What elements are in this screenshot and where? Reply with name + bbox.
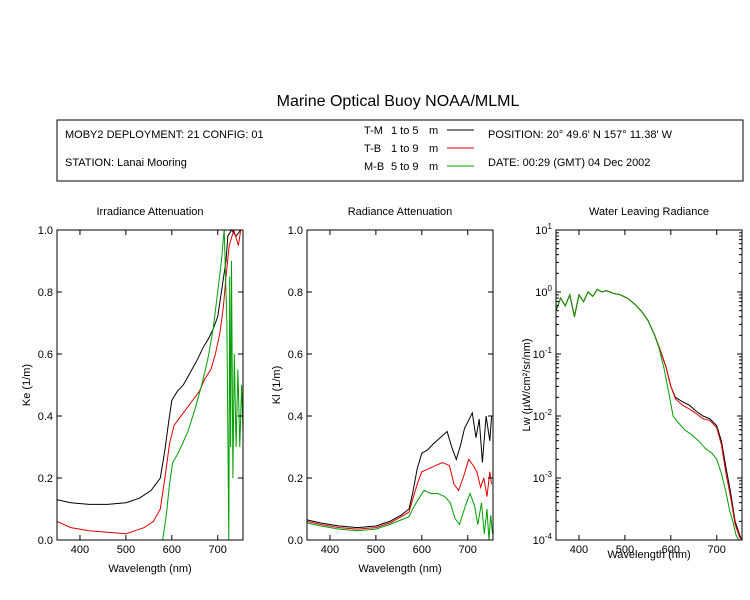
x-tick-label: 700 bbox=[459, 544, 477, 556]
x-tick-label: 600 bbox=[413, 544, 431, 556]
y-tick-label: 101 bbox=[535, 222, 552, 237]
x-tick-label: 500 bbox=[117, 544, 135, 556]
y-axis-label: Ke (1/m) bbox=[21, 364, 33, 406]
legend-code-t-m: T-M bbox=[364, 125, 383, 137]
plot-frame bbox=[306, 229, 494, 541]
x-axis-label: Wavelength (nm) bbox=[607, 549, 690, 561]
chart-panel-2: Radiance Attenuation 400 500 600 700 0.0 0.2 0.… bbox=[271, 206, 494, 575]
legend-code-m-b: M-B bbox=[364, 161, 384, 173]
series-line-t-b bbox=[556, 288, 742, 540]
info-box: MOBY2 DEPLOYMENT: 21 CONFIG: 01 STATION:… bbox=[56, 119, 744, 182]
position-text: POSITION: 20° 49.6' N 157° 11.38' W bbox=[488, 129, 673, 141]
y-tick-label: 100 bbox=[535, 284, 552, 299]
chart-panel-3: Water Leaving Radiance 400 500 600 700 101 100… bbox=[521, 206, 743, 561]
series-line-t-b bbox=[57, 230, 242, 535]
station-text: STATION: Lanai Mooring bbox=[65, 157, 187, 169]
y-tick-label: 10-4 bbox=[533, 532, 553, 547]
legend-unit-t-m: m bbox=[429, 125, 438, 137]
series-line-t-m bbox=[57, 230, 242, 505]
x-tick-label: 700 bbox=[708, 544, 726, 556]
y-tick-label: 10-3 bbox=[533, 470, 553, 485]
chart-panel-1: Irradiance Attenuation 400 500 600 700 0.0 0.2… bbox=[21, 206, 244, 575]
x-axis-label: Wavelength (nm) bbox=[358, 563, 441, 575]
panel-title: Radiance Attenuation bbox=[348, 206, 453, 218]
x-tick-label: 400 bbox=[570, 544, 588, 556]
legend-range-t-m: 1 to 5 bbox=[391, 125, 419, 137]
y-tick-label: 0.6 bbox=[38, 349, 53, 361]
legend-range-t-b: 1 to 9 bbox=[391, 143, 419, 155]
x-tick-label: 700 bbox=[209, 544, 227, 556]
date-text: DATE: 00:29 (GMT) 04 Dec 2002 bbox=[488, 157, 650, 169]
y-tick-label: 1.0 bbox=[288, 225, 303, 237]
y-tick-label: 0.8 bbox=[38, 287, 53, 299]
y-tick-label: 10-1 bbox=[533, 346, 553, 361]
y-tick-label: 0.6 bbox=[288, 349, 303, 361]
series-line-m-b bbox=[162, 230, 243, 540]
legend-unit-m-b: m bbox=[429, 161, 438, 173]
series-line-m-b bbox=[307, 489, 493, 540]
deployment-text: MOBY2 DEPLOYMENT: 21 CONFIG: 01 bbox=[65, 129, 264, 141]
series-line-t-b bbox=[307, 458, 493, 530]
x-tick-label: 600 bbox=[662, 544, 680, 556]
figure-title: Marine Optical Buoy NOAA/MLML bbox=[277, 93, 520, 110]
y-axis-label: Kl (1/m) bbox=[271, 366, 283, 405]
panel-title: Water Leaving Radiance bbox=[589, 206, 709, 218]
chart-panels: Irradiance Attenuation 400 500 600 700 0.0 0.2… bbox=[21, 206, 743, 575]
legend: T-M 1 to 5 m T-B 1 to 9 m M-B 5 to 9 m bbox=[364, 125, 474, 173]
y-tick-label: 0.2 bbox=[38, 473, 53, 485]
plot-frame bbox=[555, 229, 743, 541]
x-axis-label: Wavelength (nm) bbox=[108, 563, 191, 575]
y-tick-label: 0.4 bbox=[288, 411, 303, 423]
series-line-t-m bbox=[307, 411, 493, 529]
x-tick-label: 400 bbox=[71, 544, 89, 556]
y-tick-label: 10-2 bbox=[533, 408, 553, 423]
y-tick-label: 0.0 bbox=[38, 535, 53, 547]
x-tick-label: 600 bbox=[163, 544, 181, 556]
panel-title: Irradiance Attenuation bbox=[96, 206, 203, 218]
y-axis-label: Lw (µW/cm²/sr/nm) bbox=[521, 338, 533, 431]
y-tick-label: 1.0 bbox=[38, 225, 53, 237]
y-tick-label: 0.2 bbox=[288, 473, 303, 485]
y-tick-label: 0.4 bbox=[38, 411, 53, 423]
series-line-m-b bbox=[556, 288, 741, 540]
legend-code-t-b: T-B bbox=[364, 143, 381, 155]
y-tick-label: 0.0 bbox=[288, 535, 303, 547]
legend-range-m-b: 5 to 9 bbox=[391, 161, 419, 173]
info-box-frame bbox=[56, 119, 744, 182]
plot-frame bbox=[56, 229, 244, 541]
series-line-t-m bbox=[556, 288, 742, 540]
legend-unit-t-b: m bbox=[429, 143, 438, 155]
x-tick-label: 500 bbox=[616, 544, 634, 556]
y-tick-label: 0.8 bbox=[288, 287, 303, 299]
x-tick-label: 400 bbox=[321, 544, 339, 556]
x-tick-label: 500 bbox=[367, 544, 385, 556]
